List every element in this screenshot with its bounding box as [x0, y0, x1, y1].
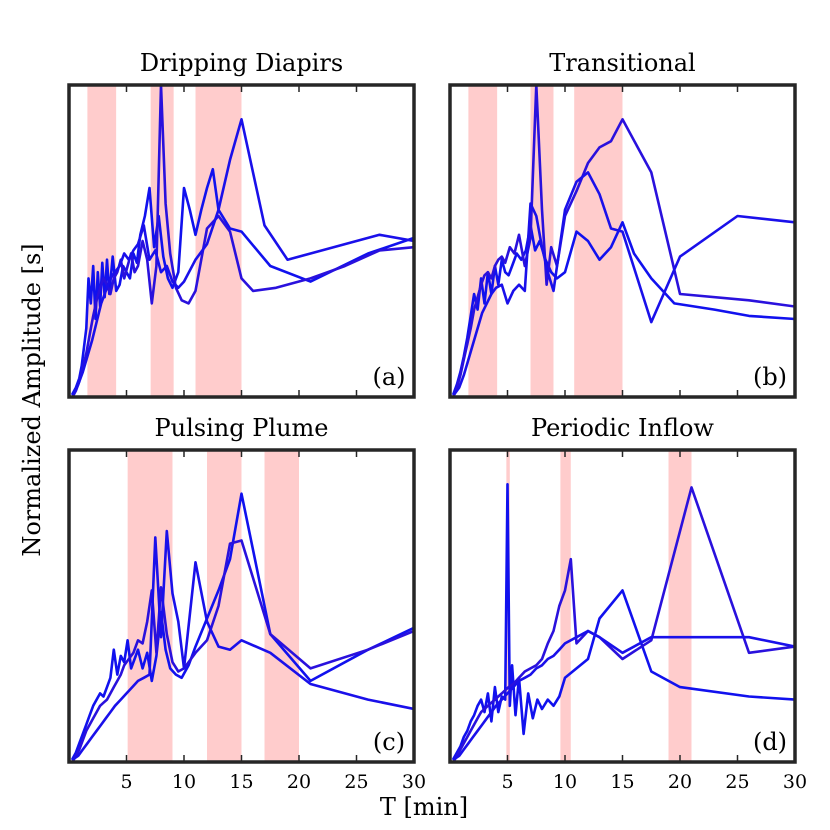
- x-tick-label: 30: [402, 771, 426, 793]
- panel-title: Periodic Inflow: [531, 414, 714, 442]
- highlight-band: [468, 85, 498, 397]
- x-tick-label: 20: [668, 771, 692, 793]
- panel-label: (c): [373, 728, 405, 756]
- series-line: [452, 482, 795, 761]
- series-line: [452, 221, 795, 396]
- series-line: [452, 85, 795, 397]
- x-tick-label: 5: [120, 771, 132, 793]
- x-tick-label: 10: [553, 771, 577, 793]
- panel-label: (d): [753, 728, 787, 756]
- x-tick-label: 15: [610, 771, 634, 793]
- series-line: [71, 492, 414, 761]
- panel-title: Dripping Diapirs: [140, 49, 343, 77]
- x-tick-label: 25: [725, 771, 749, 793]
- series-line: [71, 85, 414, 397]
- panel-title: Pulsing Plume: [155, 414, 329, 442]
- highlight-band: [195, 85, 242, 397]
- series-line: [453, 629, 795, 761]
- axes-frame: [448, 83, 797, 399]
- x-tick-label: 5: [501, 771, 513, 793]
- axes-frame: [448, 448, 797, 764]
- panel-c: 5 10 15 20 25 30 Pulsing Plume (c): [67, 414, 426, 793]
- x-tick-label: 25: [344, 771, 368, 793]
- panel-d: 5 10 15 20 25 30 Periodic Inflow (d): [448, 414, 807, 793]
- plot-area: [71, 85, 414, 397]
- plot-area: [452, 450, 795, 762]
- x-tick-label: 30: [783, 771, 807, 793]
- x-tick-label: 20: [287, 771, 311, 793]
- plot-area: [452, 85, 795, 397]
- panel-label: (b): [753, 363, 787, 391]
- series-line: [71, 167, 414, 396]
- highlight-band: [264, 450, 299, 762]
- series-line: [72, 118, 414, 396]
- panel-a: Dripping Diapirs (a): [67, 49, 416, 399]
- highlight-band: [560, 450, 571, 762]
- x-tick-label: 10: [172, 771, 196, 793]
- y-axis-label: Normalized Amplitude [s]: [18, 243, 46, 556]
- panel-label: (a): [372, 363, 405, 391]
- series-line: [452, 486, 795, 762]
- panel-b: Transitional (b): [448, 49, 797, 399]
- x-tick-label: 15: [229, 771, 253, 793]
- plot-area: [71, 450, 414, 762]
- panel-title: Transitional: [549, 49, 695, 77]
- series-line: [453, 171, 795, 396]
- series-line: [72, 529, 414, 761]
- axes-frame: [67, 448, 416, 764]
- highlight-band: [87, 85, 117, 397]
- axes-frame: [67, 83, 416, 399]
- series-line: [71, 539, 414, 762]
- x-axis-label: T [min]: [380, 793, 468, 821]
- panels: Dripping Diapirs (a) Transitional (b) 5 10 15 2…: [67, 49, 807, 793]
